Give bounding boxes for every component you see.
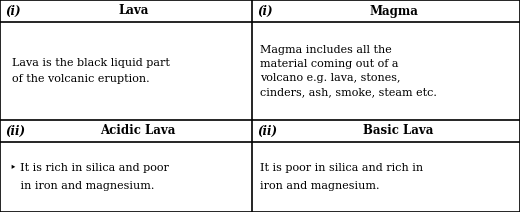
Text: (i): (i) xyxy=(5,4,20,18)
Text: (ii): (ii) xyxy=(257,124,277,138)
Text: volcano e.g. lava, stones,: volcano e.g. lava, stones, xyxy=(260,73,400,83)
Text: Magma: Magma xyxy=(370,4,419,18)
Text: Magma includes all the: Magma includes all the xyxy=(260,45,392,55)
Text: (i): (i) xyxy=(257,4,272,18)
Text: cinders, ash, smoke, steam etc.: cinders, ash, smoke, steam etc. xyxy=(260,87,437,97)
Text: Lava is the black liquid part: Lava is the black liquid part xyxy=(12,58,170,68)
Text: Basic Lava: Basic Lava xyxy=(363,124,433,138)
Text: (ii): (ii) xyxy=(5,124,25,138)
Text: in iron and magnesium.: in iron and magnesium. xyxy=(10,181,154,191)
Text: iron and magnesium.: iron and magnesium. xyxy=(260,181,380,191)
Text: Lava: Lava xyxy=(119,4,149,18)
Text: ‣ It is rich in silica and poor: ‣ It is rich in silica and poor xyxy=(10,163,169,173)
Text: material coming out of a: material coming out of a xyxy=(260,59,398,69)
Text: of the volcanic eruption.: of the volcanic eruption. xyxy=(12,74,150,84)
Text: It is poor in silica and rich in: It is poor in silica and rich in xyxy=(260,163,423,173)
Text: Acidic Lava: Acidic Lava xyxy=(100,124,176,138)
